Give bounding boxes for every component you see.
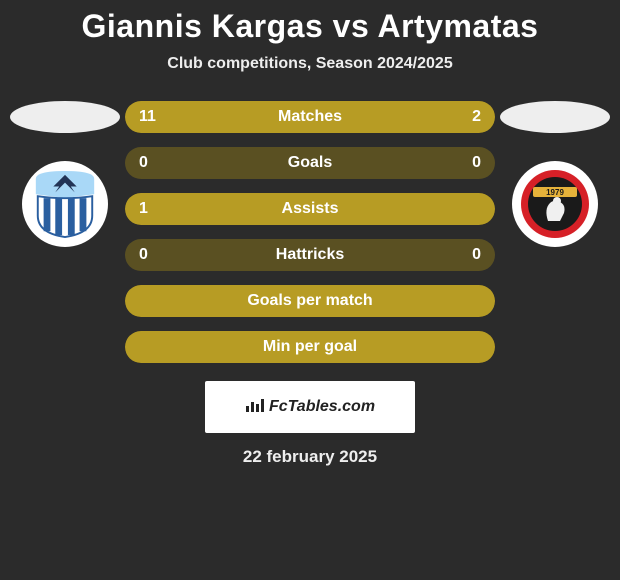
stat-right-value: 2 bbox=[472, 108, 481, 126]
stat-label: Hattricks bbox=[276, 246, 344, 264]
left-player-ellipse bbox=[10, 101, 120, 133]
stat-fill-left bbox=[125, 101, 395, 133]
brand-label: FcTables.com bbox=[269, 398, 375, 416]
footer-date: 22 february 2025 bbox=[243, 447, 377, 467]
left-team-crest bbox=[22, 161, 108, 247]
stat-left-value: 0 bbox=[139, 246, 148, 264]
right-player-ellipse bbox=[500, 101, 610, 133]
page-subtitle: Club competitions, Season 2024/2025 bbox=[167, 55, 452, 73]
stat-right-value: 0 bbox=[472, 246, 481, 264]
stat-right-value: 0 bbox=[472, 154, 481, 172]
right-crest-icon: 1979 bbox=[520, 169, 590, 239]
svg-text:1979: 1979 bbox=[546, 188, 564, 197]
stat-label: Matches bbox=[278, 108, 342, 126]
left-crest-icon bbox=[33, 169, 97, 239]
stat-row: 0 0 Hattricks bbox=[125, 239, 495, 271]
chart-icon bbox=[245, 397, 265, 418]
brand-footer-box: FcTables.com bbox=[205, 381, 415, 433]
stat-label: Goals per match bbox=[247, 292, 372, 310]
left-team-column bbox=[5, 101, 125, 247]
stat-left-value: 1 bbox=[139, 200, 148, 218]
stat-row: Min per goal bbox=[125, 331, 495, 363]
stat-left-value: 11 bbox=[139, 108, 156, 126]
stat-row: 0 0 Goals bbox=[125, 147, 495, 179]
stat-left-value: 0 bbox=[139, 154, 148, 172]
stat-label: Goals bbox=[288, 154, 332, 172]
right-team-crest: 1979 bbox=[512, 161, 598, 247]
right-team-column: 1979 bbox=[495, 101, 615, 247]
comparison-section: 11 2 Matches 0 0 Goals 1 Assists 0 0 Hattricks Goal… bbox=[0, 101, 620, 363]
stat-label: Min per goal bbox=[263, 338, 357, 356]
page-title: Giannis Kargas vs Artymatas bbox=[82, 8, 539, 45]
stat-label: Assists bbox=[282, 200, 339, 218]
stats-column: 11 2 Matches 0 0 Goals 1 Assists 0 0 Hattricks Goal… bbox=[125, 101, 495, 363]
stat-row: 11 2 Matches bbox=[125, 101, 495, 133]
stat-row: Goals per match bbox=[125, 285, 495, 317]
stat-row: 1 Assists bbox=[125, 193, 495, 225]
